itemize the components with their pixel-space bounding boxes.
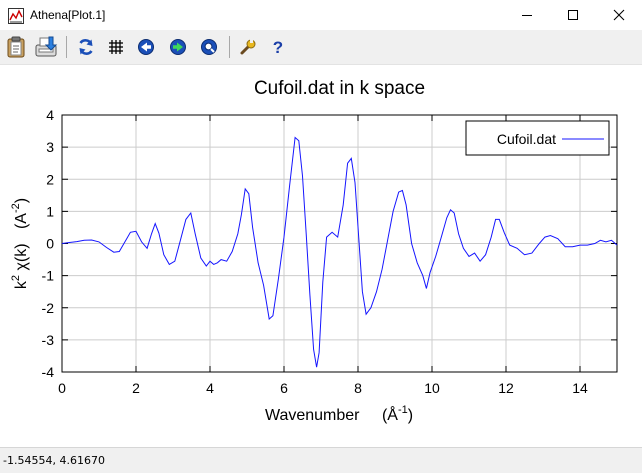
y-tick-label: 4 [46,107,54,123]
y-tick-label: 3 [46,139,54,155]
grid-button[interactable] [104,35,128,59]
refresh-button[interactable] [74,35,98,59]
question-icon: ? [273,38,283,56]
clipboard-icon [7,36,25,58]
x-tick-label: 4 [206,380,214,396]
tick-marks [61,114,617,373]
series-line-cufoil [61,136,618,368]
save-icon [35,36,58,57]
settings-button[interactable] [236,35,260,59]
x-axis-label-text: Wavenumber [265,407,360,424]
cursor-coordinates: -1.54554, 4.61670 [3,454,105,467]
zoom-forward-button[interactable] [166,35,190,59]
zoom-icon [201,39,217,55]
wrench-icon [240,39,256,55]
x-axis-unit: (Å [382,405,398,424]
x-axis-unit-close: ) [408,407,413,424]
y-axis-unit-exponent: -2 [10,203,22,213]
y-tick-label: 0 [46,236,54,252]
x-tick-label: 10 [424,380,440,396]
minimize-icon [522,15,532,16]
y-tick-labels: 4 3 2 1 0 -1 -2 -3 -4 [42,107,55,380]
legend: Cufoil.dat [465,120,610,156]
x-tick-labels: 0 2 4 6 8 10 12 14 [58,380,588,396]
minimize-button[interactable] [504,0,550,30]
x-axis-unit-exponent: -1 [398,404,408,416]
plot-app-icon [8,8,24,24]
y-axis-label-k: k [13,280,30,289]
legend-label: Cufoil.dat [497,131,556,147]
status-bar: -1.54554, 4.61670 [0,447,642,473]
grid-icon [109,40,123,54]
title-bar[interactable]: Athena[Plot.1] [0,0,642,30]
right-arrow-icon [170,39,186,55]
y-tick-label: -4 [42,364,55,380]
y-tick-label: 2 [46,171,54,187]
y-axis-label-k-exponent: 2 [10,275,22,281]
chart-title: Cufoil.dat in k space [254,78,425,99]
x-tick-label: 2 [132,380,140,396]
y-tick-label: -2 [42,300,55,316]
clipboard-button[interactable] [4,35,28,59]
window-title: Athena[Plot.1] [30,8,106,22]
x-axis-label: Wavenumber (Å-1) [265,404,413,424]
y-tick-label: -1 [42,268,55,284]
y-axis-unit: (A [13,213,30,229]
toolbar-separator [66,36,67,58]
plot-area[interactable]: 0 2 4 6 8 10 12 14 4 3 2 1 0 -1 -2 -3 -4 Cufoil.dat in … [0,65,642,447]
x-tick-label: 12 [498,380,514,396]
x-tick-label: 0 [58,380,66,396]
y-tick-label: -3 [42,332,55,348]
help-button[interactable]: ? [266,35,290,59]
maximize-button[interactable] [550,0,596,30]
left-arrow-icon [138,39,154,55]
x-tick-label: 8 [354,380,362,396]
y-tick-label: 1 [46,203,54,219]
toolbar-separator [229,36,230,58]
x-tick-label: 6 [280,380,288,396]
save-button[interactable] [34,35,58,59]
close-button[interactable] [596,0,642,30]
svg-text:?: ? [273,38,283,56]
x-tick-label: 14 [572,380,588,396]
close-icon [613,9,625,21]
plot-toolbar: ? [0,30,642,65]
y-axis-unit-close: ) [13,198,30,203]
legend-box [465,120,610,156]
y-axis-label-chi: χ(k) [13,243,30,270]
refresh-icon [79,39,93,55]
zoom-button[interactable] [197,35,221,59]
y-axis-label: k2 χ(k) (A-2) [6,198,30,289]
maximize-icon [568,10,578,20]
zoom-back-button[interactable] [134,35,158,59]
